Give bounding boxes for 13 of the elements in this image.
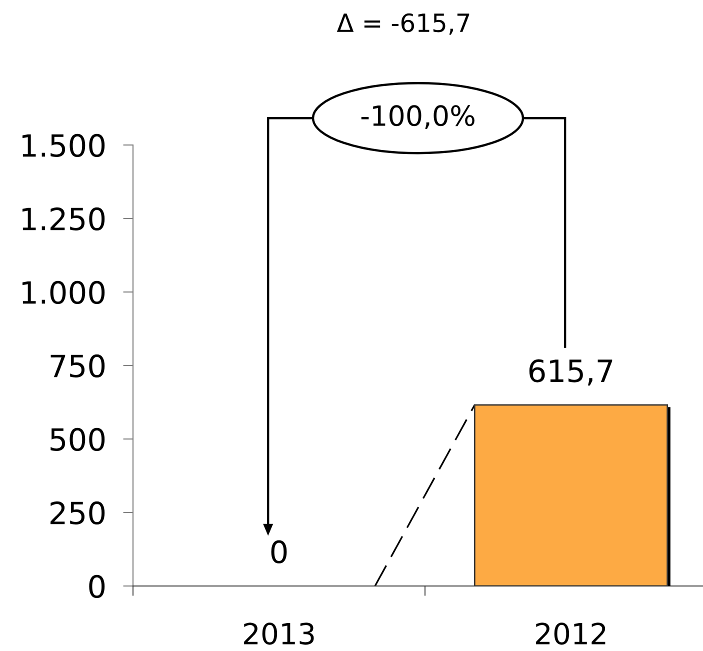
y-tick-label: 1.500 [22,134,105,158]
y-tick-label: 0 [89,574,105,598]
y-tick-label: 1.250 [22,207,105,231]
data-label: 615,7 [529,359,612,386]
y-tick-label: 500 [50,428,105,452]
y-tick-label: 1.000 [22,280,105,304]
text: -100,0% [361,105,474,129]
x-tick-label: 2013 [244,622,314,645]
x-tick-label: 2012 [536,622,606,645]
data-label: 0 [271,540,287,564]
chart-title: Δ = -615,7 [336,13,470,35]
y-tick-label: 250 [50,501,105,525]
y-tick-label: 750 [50,354,105,378]
